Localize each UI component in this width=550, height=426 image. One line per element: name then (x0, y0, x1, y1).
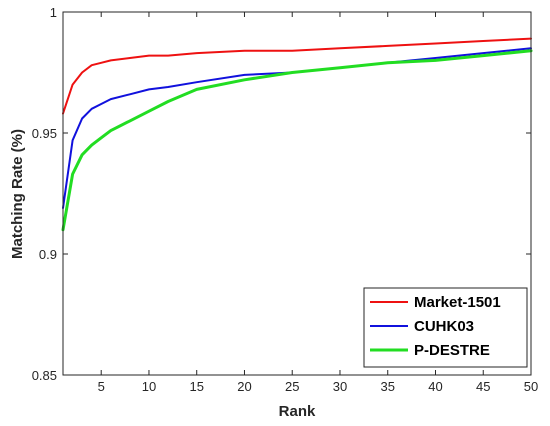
x-tick-label: 40 (428, 379, 442, 394)
x-tick-label: 5 (98, 379, 105, 394)
y-axis-title: Matching Rate (%) (9, 129, 26, 259)
x-tick-label: 10 (142, 379, 156, 394)
x-tick-label: 50 (524, 379, 538, 394)
y-tick-label: 0.95 (32, 126, 57, 141)
x-tick-label: 35 (381, 379, 395, 394)
x-axis: 5 10 15 20 25 30 35 40 45 50 (98, 12, 538, 394)
x-tick-label: 25 (285, 379, 299, 394)
y-tick-label: 1 (50, 5, 57, 20)
y-tick-label: 0.85 (32, 368, 57, 383)
x-tick-label: 30 (333, 379, 347, 394)
plot-frame (62, 11, 532, 376)
legend-label-3: P-DESTRE (414, 342, 490, 359)
legend: Market-1501 CUHK03 P-DESTRE (363, 287, 528, 368)
series-lines (61, 37, 533, 232)
legend-label-1: Market-1501 (414, 294, 501, 311)
y-tick-label: 0.9 (39, 247, 57, 262)
series-line-3 (61, 49, 533, 232)
legend-label-2: CUHK03 (414, 318, 474, 335)
x-tick-label: 45 (476, 379, 490, 394)
y-axis: 0.85 0.9 0.95 1 (32, 5, 531, 383)
series-line-1 (62, 37, 532, 115)
x-tick-label: 15 (189, 379, 203, 394)
x-axis-title: Rank (279, 403, 316, 420)
x-tick-label: 20 (237, 379, 251, 394)
